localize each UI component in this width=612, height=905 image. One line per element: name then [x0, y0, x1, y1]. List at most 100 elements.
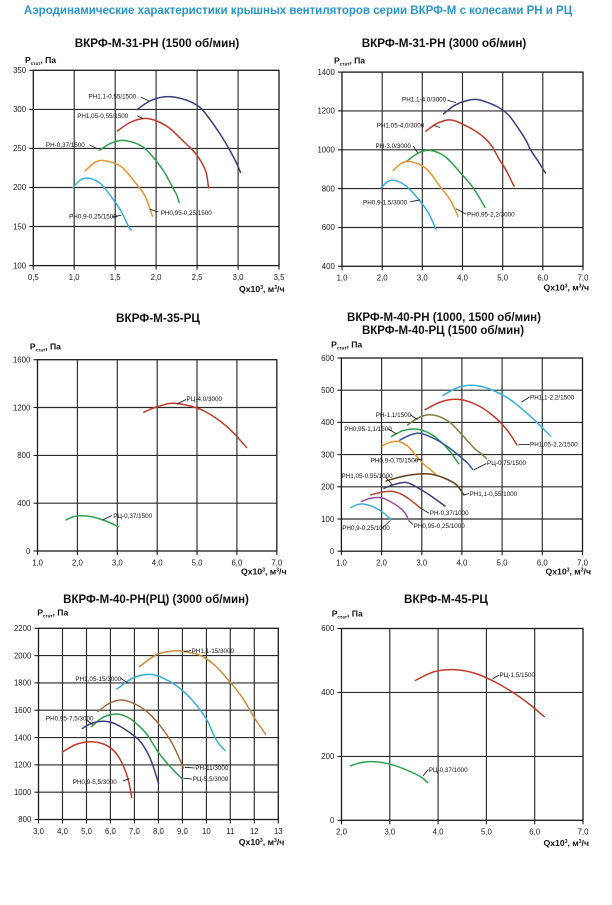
svg-text:3,5: 3,5: [274, 273, 286, 282]
svg-text:500: 500: [321, 386, 335, 395]
svg-text:1,0: 1,0: [336, 559, 348, 568]
svg-text:РН0,95-0,25/1000: РН0,95-0,25/1000: [414, 523, 466, 530]
svg-text:1600: 1600: [14, 706, 32, 715]
svg-text:2,0: 2,0: [376, 559, 388, 568]
svg-text:Qх103, м3/ч: Qх103, м3/ч: [241, 567, 287, 577]
svg-text:Рстат, Па: Рстат, Па: [37, 607, 68, 618]
svg-text:3,0: 3,0: [417, 274, 429, 283]
svg-text:400: 400: [321, 418, 335, 427]
svg-text:200: 200: [321, 752, 335, 761]
svg-text:1200: 1200: [14, 761, 32, 770]
svg-text:4,0: 4,0: [433, 828, 445, 837]
svg-text:600: 600: [322, 223, 336, 232]
svg-text:600: 600: [321, 624, 335, 633]
svg-text:300: 300: [13, 105, 27, 114]
svg-text:РН-0,37/1500: РН-0,37/1500: [46, 142, 85, 149]
svg-text:3,0: 3,0: [112, 558, 124, 567]
svg-text:1400: 1400: [14, 733, 32, 742]
svg-text:1000: 1000: [14, 788, 32, 797]
svg-text:7,0: 7,0: [577, 559, 589, 568]
svg-text:РН1,1-2,2/1500: РН1,1-2,2/1500: [530, 395, 575, 402]
svg-text:РН1,1-15/3000: РН1,1-15/3000: [192, 648, 235, 655]
svg-text:РН0,95-7,5/3000: РН0,95-7,5/3000: [46, 716, 94, 723]
svg-text:РН-0,37/1000: РН-0,37/1000: [430, 510, 469, 517]
svg-text:РН0,9-0,75/1500: РН0,9-0,75/1500: [371, 458, 419, 465]
svg-text:5,0: 5,0: [497, 274, 509, 283]
svg-text:11: 11: [226, 827, 234, 836]
svg-text:РН-11/3000: РН-11/3000: [195, 765, 229, 772]
svg-text:4,0: 4,0: [152, 558, 164, 567]
svg-text:800: 800: [322, 184, 336, 193]
svg-text:300: 300: [321, 450, 335, 459]
svg-text:7,0: 7,0: [578, 274, 590, 283]
svg-text:1,5: 1,5: [110, 273, 122, 282]
svg-text:ВКРФ-М-40-РЦ (1500 об/мин): ВКРФ-М-40-РЦ (1500 об/мин): [362, 325, 524, 337]
svg-text:Рстат, Па: Рстат, Па: [334, 56, 365, 67]
svg-text:2000: 2000: [14, 651, 32, 660]
svg-text:РЦ-0,37/1500: РЦ-0,37/1500: [113, 513, 152, 520]
svg-text:1400: 1400: [317, 68, 335, 77]
svg-text:800: 800: [18, 815, 32, 824]
svg-text:3,0: 3,0: [233, 273, 245, 282]
svg-text:Qх103, м3/ч: Qх103, м3/ч: [543, 283, 589, 293]
svg-text:РН0,95-0,25/1500: РН0,95-0,25/1500: [161, 210, 213, 217]
svg-text:7,0: 7,0: [129, 827, 141, 836]
svg-text:1600: 1600: [13, 355, 31, 364]
svg-text:5,0: 5,0: [192, 558, 204, 567]
svg-text:ВКРФ-М-45-РЦ: ВКРФ-М-45-РЦ: [404, 593, 488, 606]
svg-text:Рстат, Па: Рстат, Па: [25, 55, 56, 66]
svg-text:РН1,05-4,0/3000: РН1,05-4,0/3000: [377, 123, 425, 130]
svg-text:Аэродинамические характеристик: Аэродинамические характеристики крышных …: [24, 5, 573, 17]
svg-text:1200: 1200: [13, 403, 31, 412]
svg-text:10: 10: [202, 827, 211, 836]
svg-text:250: 250: [13, 144, 27, 153]
svg-text:9,0: 9,0: [177, 827, 189, 836]
svg-text:1200: 1200: [317, 107, 335, 116]
svg-text:0: 0: [26, 547, 31, 556]
svg-text:2,0: 2,0: [336, 828, 348, 837]
svg-text:0: 0: [330, 547, 335, 556]
svg-text:ВКРФ-М-40-РН(РЦ) (3000 об/мин): ВКРФ-М-40-РН(РЦ) (3000 об/мин): [63, 594, 249, 606]
svg-text:3,0: 3,0: [33, 827, 45, 836]
svg-text:200: 200: [321, 483, 335, 492]
svg-text:600: 600: [321, 354, 335, 363]
svg-text:ВКРФ-М-31-РН (3000 об/мин): ВКРФ-М-31-РН (3000 об/мин): [362, 37, 527, 50]
svg-text:РЦ-5,5/3000: РЦ-5,5/3000: [193, 776, 229, 783]
svg-text:РН1,1-0,55/1500: РН1,1-0,55/1500: [89, 94, 137, 101]
svg-text:РЦ-4,0/3000: РЦ-4,0/3000: [187, 396, 223, 403]
svg-text:ВКРФ-М-31-РН (1500 об/мин): ВКРФ-М-31-РН (1500 об/мин): [75, 37, 240, 50]
svg-text:Qх103, м3/ч: Qх103, м3/ч: [543, 838, 589, 848]
svg-text:2,0: 2,0: [151, 273, 163, 282]
svg-text:РН1,1-4,0/3000: РН1,1-4,0/3000: [402, 97, 447, 104]
svg-text:РЦ-0,37/1000: РЦ-0,37/1000: [429, 767, 468, 774]
svg-text:4,0: 4,0: [57, 827, 69, 836]
svg-text:ВКРФ-М-40-РН (1000, 1500 об/ми: ВКРФ-М-40-РН (1000, 1500 об/мин): [347, 312, 541, 324]
svg-text:РН0,9-0,25/1000: РН0,9-0,25/1000: [342, 525, 390, 532]
svg-text:7,0: 7,0: [578, 828, 590, 837]
svg-text:РЦ-1,5/1500: РЦ-1,5/1500: [500, 672, 536, 679]
svg-text:РН1,05-2,2/1500: РН1,05-2,2/1500: [530, 442, 578, 449]
svg-text:ВКРФ-М-35-РЦ: ВКРФ-М-35-РЦ: [116, 312, 200, 325]
svg-text:400: 400: [17, 499, 31, 508]
svg-text:6,0: 6,0: [529, 828, 541, 837]
svg-text:400: 400: [322, 262, 336, 271]
svg-text:Qх103, м3/ч: Qх103, м3/ч: [239, 837, 285, 847]
svg-text:РН1,05-0,55/1500: РН1,05-0,55/1500: [77, 113, 129, 120]
svg-text:3,0: 3,0: [416, 559, 428, 568]
svg-text:РН-3,0/3000: РН-3,0/3000: [376, 143, 412, 150]
svg-text:1,0: 1,0: [337, 274, 349, 283]
svg-text:РН0,9-5,5/3000: РН0,9-5,5/3000: [73, 779, 118, 786]
svg-text:400: 400: [321, 688, 335, 697]
svg-text:1800: 1800: [14, 679, 32, 688]
svg-text:2200: 2200: [14, 624, 32, 633]
svg-text:800: 800: [17, 451, 31, 460]
svg-text:6,0: 6,0: [537, 274, 549, 283]
svg-text:Рстат, Па: Рстат, Па: [332, 609, 363, 620]
svg-text:РН1,05-15/3000: РН1,05-15/3000: [75, 676, 121, 683]
svg-text:2,5: 2,5: [192, 273, 204, 282]
svg-text:РН1,05-0,55/1000: РН1,05-0,55/1000: [342, 473, 394, 480]
svg-text:0: 0: [330, 816, 335, 825]
svg-text:РН0,95-2,2/3000: РН0,95-2,2/3000: [467, 211, 515, 218]
svg-text:Рстат, Па: Рстат, Па: [30, 342, 61, 353]
svg-text:3,0: 3,0: [384, 828, 396, 837]
